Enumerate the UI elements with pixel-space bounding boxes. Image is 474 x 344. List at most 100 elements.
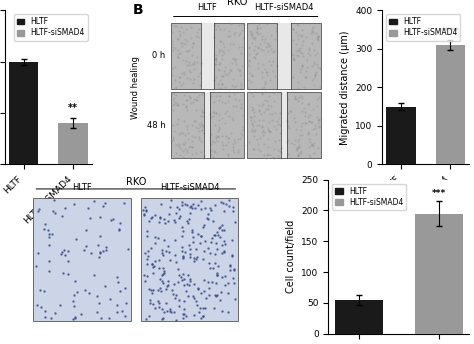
Point: [298, 63, 306, 69]
Point: [49, 208, 57, 214]
Point: [200, 130, 208, 136]
Point: [287, 109, 294, 114]
Point: [255, 22, 263, 27]
Point: [189, 239, 197, 245]
Point: [160, 269, 168, 274]
Point: [294, 139, 302, 144]
Point: [179, 315, 187, 321]
Point: [240, 142, 247, 148]
Point: [253, 30, 260, 35]
Point: [287, 108, 295, 114]
Point: [257, 46, 265, 52]
Point: [170, 96, 178, 101]
Point: [172, 317, 179, 322]
Point: [169, 97, 177, 103]
Point: [182, 58, 190, 64]
Point: [162, 287, 170, 292]
Point: [223, 108, 230, 114]
Point: [178, 203, 185, 208]
Point: [225, 93, 233, 99]
Point: [168, 38, 175, 44]
Point: [190, 67, 198, 72]
Point: [259, 132, 267, 138]
Point: [180, 277, 187, 282]
Point: [172, 85, 180, 90]
Point: [194, 232, 202, 237]
Point: [167, 22, 175, 28]
Point: [260, 152, 267, 158]
Point: [199, 90, 207, 96]
Point: [199, 155, 207, 161]
Point: [308, 142, 315, 148]
Point: [247, 31, 255, 37]
Point: [172, 219, 179, 225]
Point: [217, 289, 225, 294]
Point: [309, 143, 317, 149]
Point: [84, 205, 91, 211]
Point: [310, 151, 318, 156]
Point: [218, 52, 226, 57]
Point: [246, 45, 253, 51]
Point: [177, 32, 184, 37]
Point: [178, 278, 186, 283]
Point: [167, 306, 174, 312]
Point: [182, 288, 190, 294]
Point: [69, 298, 76, 304]
Point: [164, 244, 172, 249]
Point: [189, 40, 196, 45]
Point: [248, 127, 255, 132]
Point: [251, 56, 258, 61]
Point: [267, 112, 274, 117]
Point: [90, 198, 98, 204]
Point: [179, 253, 186, 259]
Point: [305, 144, 313, 149]
Point: [276, 110, 283, 116]
Point: [259, 91, 266, 97]
Point: [317, 65, 324, 71]
Point: [203, 215, 211, 221]
Text: 48 h: 48 h: [147, 120, 165, 130]
Point: [168, 138, 175, 143]
Point: [172, 23, 180, 28]
Point: [299, 38, 306, 43]
Point: [47, 315, 55, 320]
Point: [275, 116, 283, 121]
Point: [266, 129, 273, 135]
Point: [305, 152, 312, 158]
Point: [253, 25, 261, 31]
Point: [259, 75, 266, 80]
Point: [174, 102, 182, 108]
Point: [197, 113, 205, 118]
Point: [219, 308, 226, 314]
Point: [191, 62, 198, 67]
Point: [263, 22, 271, 27]
Point: [313, 103, 321, 109]
Point: [45, 243, 53, 248]
Point: [156, 285, 164, 291]
Point: [219, 81, 226, 86]
Point: [142, 250, 149, 256]
Point: [237, 83, 245, 88]
Point: [300, 84, 308, 90]
Point: [147, 215, 155, 221]
Point: [186, 282, 193, 288]
Point: [210, 232, 218, 237]
Point: [251, 128, 259, 133]
Point: [193, 29, 201, 34]
Point: [168, 29, 176, 34]
Point: [190, 312, 197, 318]
Point: [291, 96, 299, 101]
Point: [206, 251, 214, 256]
Point: [253, 136, 261, 142]
Point: [185, 242, 193, 248]
Point: [208, 236, 215, 241]
Point: [304, 129, 312, 135]
Point: [310, 47, 318, 52]
Point: [41, 315, 49, 320]
Point: [180, 255, 187, 261]
Point: [142, 207, 150, 213]
Point: [230, 266, 238, 272]
Point: [149, 214, 156, 220]
Point: [168, 139, 175, 144]
Point: [173, 121, 181, 126]
